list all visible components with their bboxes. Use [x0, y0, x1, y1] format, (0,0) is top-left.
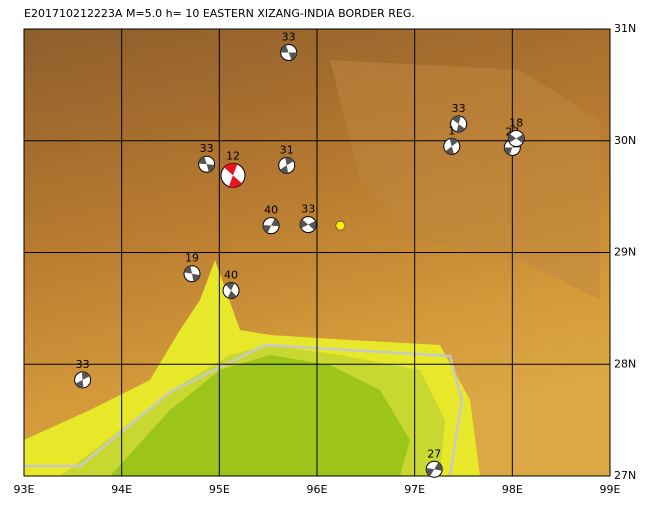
beachball-quadrant	[445, 138, 459, 155]
beachball-quadrant	[263, 218, 280, 233]
y-tick-label: 30N	[614, 134, 636, 147]
focal-mechanism	[507, 130, 525, 148]
focal-mechanism	[278, 156, 296, 174]
depth-label: 31	[280, 143, 294, 156]
focal-mechanism	[198, 155, 216, 173]
depth-label: 33	[301, 203, 315, 216]
x-tick-label: 99E	[600, 483, 621, 496]
beachball-quadrant	[198, 156, 215, 172]
beachball-quadrant	[224, 163, 242, 188]
focal-mechanism	[299, 216, 317, 234]
focal-mechanism	[183, 265, 201, 283]
depth-label: 33	[200, 142, 214, 155]
depth-label: 33	[452, 102, 466, 115]
focal-mechanism	[450, 115, 468, 133]
beachball-quadrant	[225, 282, 237, 299]
x-tick-label: 93E	[14, 483, 35, 496]
y-tick-label: 29N	[614, 246, 636, 259]
focal-mechanism	[222, 281, 240, 299]
beachball-quadrant	[184, 265, 200, 282]
depth-label: 33	[76, 358, 90, 371]
depth-label: 1	[448, 124, 455, 137]
title: E201710212223A M=5.0 h= 10 EASTERN XIZAN…	[24, 7, 415, 20]
y-tick-label: 28N	[614, 357, 636, 370]
y-tick-label: 31N	[614, 22, 636, 35]
focal-mechanism	[280, 43, 298, 61]
x-tick-label: 95E	[209, 483, 230, 496]
depth-label: 33	[282, 30, 296, 43]
depth-label: 27	[427, 447, 441, 460]
depth-label: 18	[509, 117, 523, 130]
beachball-quadrant	[300, 219, 317, 230]
depth-label: 19	[185, 252, 199, 265]
depth-label: 40	[224, 268, 238, 281]
beachball-quadrant	[508, 133, 525, 144]
y-tick-label: 27N	[614, 469, 636, 482]
focal-mechanism	[425, 460, 443, 478]
depth-label: 40	[264, 204, 278, 217]
beachball-quadrant	[452, 115, 465, 133]
beachball-quadrant	[280, 157, 294, 174]
beachball-quadrant	[280, 45, 297, 60]
focal-mechanism	[262, 217, 280, 235]
focal-mechanism	[220, 162, 246, 188]
epicenter	[334, 220, 346, 231]
x-tick-label: 96E	[307, 483, 328, 496]
beachball-quadrant	[75, 371, 90, 388]
x-tick-label: 94E	[111, 483, 132, 496]
beachball-quadrant	[426, 462, 443, 477]
focal-mechanism	[443, 137, 461, 155]
x-tick-label: 97E	[404, 483, 425, 496]
focal-mechanism	[74, 371, 92, 389]
depth-label: 12	[226, 149, 240, 162]
x-tick-label: 98E	[502, 483, 523, 496]
